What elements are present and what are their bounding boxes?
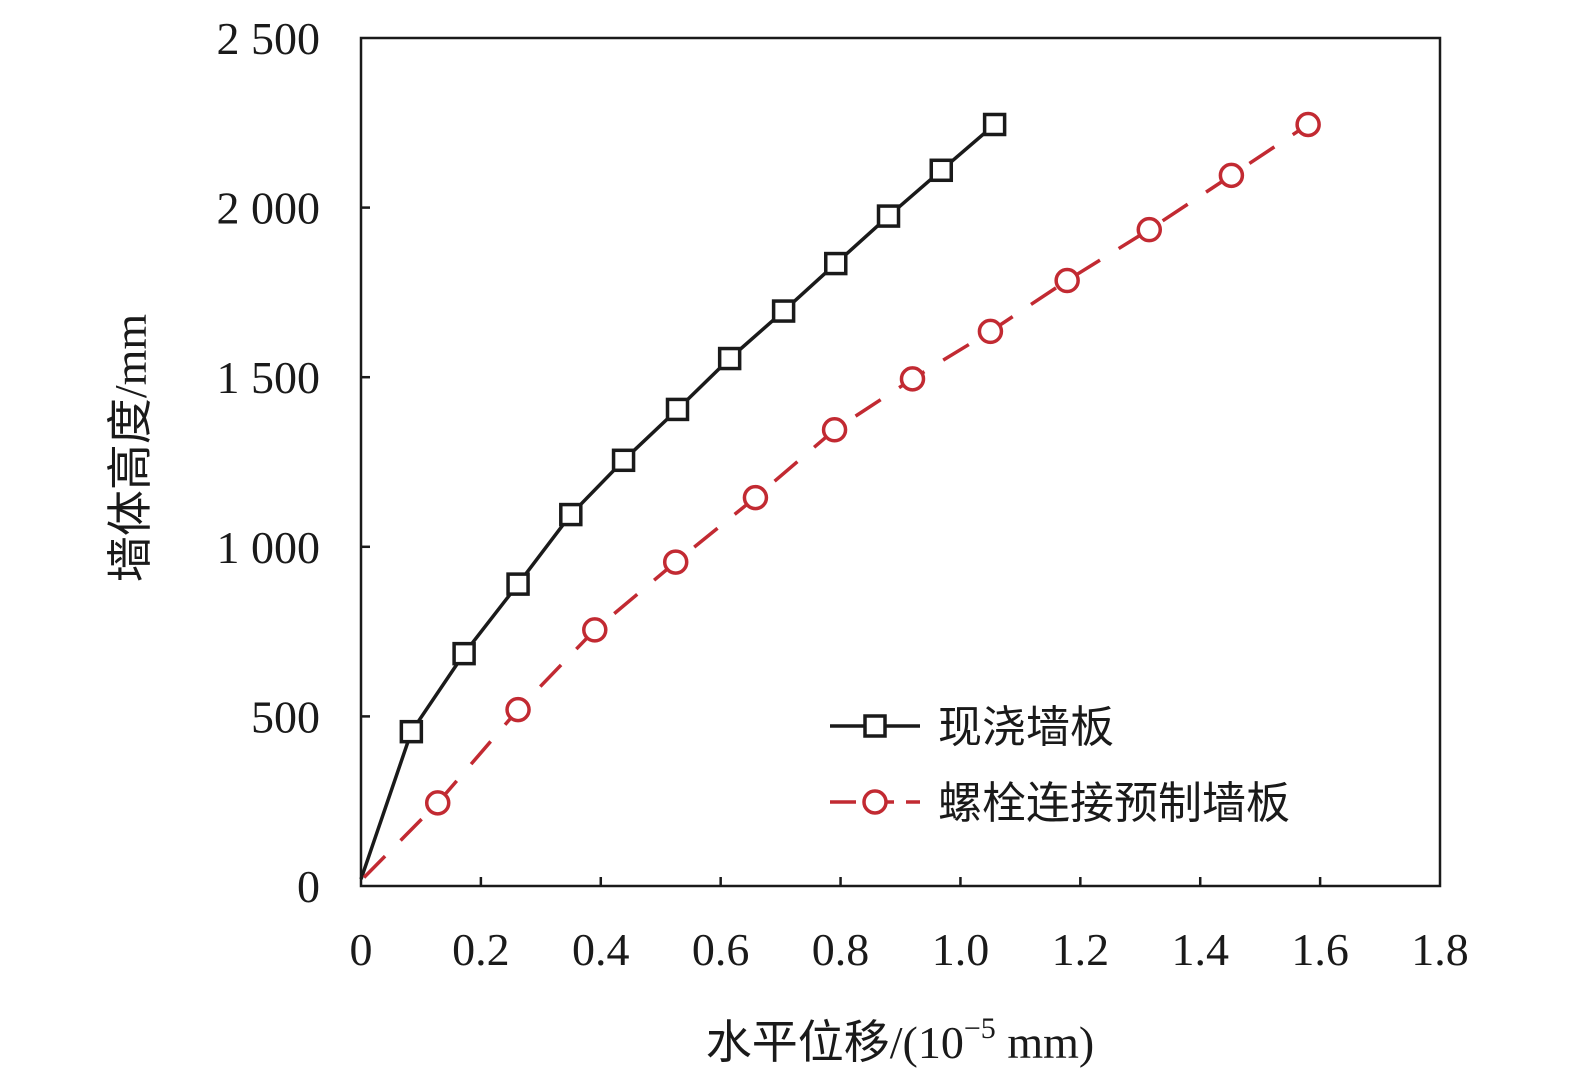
x-axis-label-tail: mm)	[996, 1017, 1094, 1068]
x-tick-label: 0.6	[692, 924, 750, 975]
y-tick-label: 0	[297, 861, 320, 912]
legend-label-1: 现浇墙板	[938, 702, 1114, 753]
x-tick-label: 1.4	[1171, 924, 1229, 975]
data-point-square	[506, 572, 530, 596]
legend-item-1: 现浇墙板	[830, 702, 1114, 753]
data-point-circle	[977, 318, 1004, 345]
x-axis-label-superscript: −5	[964, 1012, 996, 1045]
series-1	[359, 112, 1007, 880]
x-axis-label: 水平位移/(10−5 mm)	[706, 1012, 1094, 1068]
data-point-square	[611, 448, 636, 473]
y-tick-label: 2 500	[217, 13, 321, 64]
y-tick-label: 500	[251, 691, 320, 742]
data-point-square	[665, 397, 690, 422]
y-tick-label: 2 000	[217, 183, 321, 234]
legend-label-2: 螺栓连接预制墙板	[938, 778, 1290, 829]
data-point-square	[982, 112, 1007, 137]
series-2-line	[362, 123, 1310, 879]
y-tick-label: 1 000	[217, 522, 321, 573]
data-point-circle	[1136, 216, 1163, 243]
data-point-circle	[899, 366, 926, 392]
y-tick-label: 1 500	[217, 352, 321, 403]
x-tick-label: 1.0	[932, 924, 990, 975]
legend-item-2: 螺栓连接预制墙板	[830, 778, 1290, 829]
x-tick-label: 0.4	[572, 924, 630, 975]
y-axis-ticks: 0 500 1 000 1 500 2 000 2 500	[217, 13, 370, 912]
data-point-square	[929, 158, 954, 183]
data-point-circle	[662, 549, 689, 575]
data-point-square	[717, 346, 742, 371]
data-point-square	[824, 251, 848, 276]
x-tick-label: 0.8	[812, 924, 870, 975]
data-point-circle	[1295, 111, 1321, 138]
series-2	[362, 111, 1321, 879]
y-axis-label: 墙体高度/mm	[105, 314, 156, 583]
data-point-circle	[742, 484, 769, 511]
data-point-circle	[821, 417, 848, 443]
legend-marker-circle	[862, 789, 888, 815]
data-point-circle	[1054, 267, 1080, 294]
data-point-square	[876, 204, 901, 228]
legend-marker-square	[863, 714, 887, 738]
x-axis-label-main: 水平位移/(10	[706, 1017, 964, 1068]
series-layer	[359, 111, 1321, 880]
data-point-circle	[424, 790, 451, 816]
data-point-square	[452, 641, 476, 666]
x-tick-label: 1.8	[1411, 924, 1469, 975]
x-tick-label: 1.2	[1052, 924, 1110, 975]
x-tick-label: 0.2	[452, 924, 510, 975]
data-point-square	[771, 299, 796, 323]
plot-frame	[359, 36, 1442, 888]
series-1-line	[359, 123, 996, 880]
data-point-square	[559, 502, 583, 527]
x-tick-label: 1.6	[1291, 924, 1349, 975]
data-point-circle	[505, 696, 531, 723]
data-point-square	[399, 719, 424, 744]
data-point-circle	[582, 617, 608, 643]
x-axis-ticks: 0 0.2 0.4 0.6 0.8 1.0 1.2 1.4 1.6 1.8	[350, 877, 1469, 975]
data-point-circle	[1218, 162, 1245, 189]
x-tick-label: 0	[350, 924, 373, 975]
plot-frame-group	[359, 36, 1442, 888]
